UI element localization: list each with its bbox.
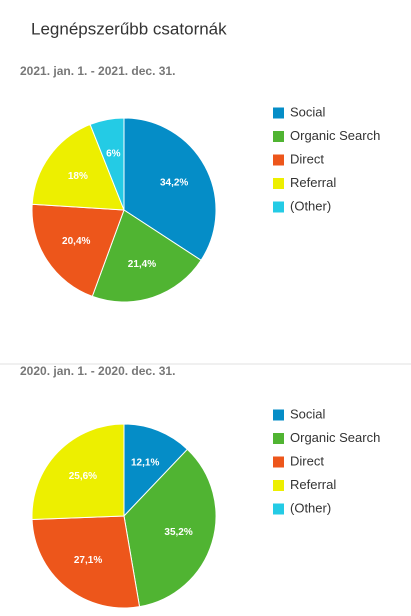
legend-swatch: [273, 433, 284, 444]
pie-slice: [31, 423, 125, 520]
legend-label: (Other): [290, 198, 331, 213]
legend-label: Organic Search: [290, 128, 380, 143]
legend-swatch: [273, 131, 284, 142]
legend-swatch: [273, 178, 284, 189]
chart-subtitle: 2021. jan. 1. - 2021. dec. 31.: [20, 64, 175, 78]
pie-slice: [123, 448, 217, 608]
legend-label: Social: [290, 406, 326, 421]
slice-label: 25,6%: [69, 471, 97, 482]
legend-swatch: [273, 201, 284, 213]
legend-swatch: [273, 480, 284, 491]
slice-label: 18%: [68, 171, 88, 182]
legend-label: Social: [290, 104, 326, 119]
legend-swatch: [273, 503, 284, 515]
legend-swatch: [273, 456, 284, 468]
panel-title: Legnépszerűbb csatornák: [31, 19, 227, 38]
pie-slice: [91, 209, 202, 303]
pie-slice: [31, 515, 141, 609]
slice-label: 20,4%: [62, 236, 90, 247]
legend-swatch: [273, 409, 284, 421]
legend-label: Referral: [290, 477, 336, 492]
legend-swatch: [273, 154, 284, 166]
pie-slice: [31, 123, 125, 211]
slice-label: 35,2%: [164, 527, 192, 538]
legend-label: Direct: [290, 151, 324, 166]
legend-label: Direct: [290, 453, 324, 468]
slice-label: 27,1%: [74, 555, 102, 566]
pie-slice: [123, 423, 189, 518]
slice-label: 21,4%: [128, 259, 156, 270]
legend-label: Referral: [290, 175, 336, 190]
pie-slice: [89, 117, 125, 211]
legend-label: Organic Search: [290, 430, 380, 445]
pie-slice: [31, 203, 125, 298]
legend-label: (Other): [290, 500, 331, 515]
chart-subtitle: 2020. jan. 1. - 2020. dec. 31.: [20, 364, 175, 378]
slice-label: 12,1%: [131, 458, 159, 469]
legend-swatch: [273, 107, 284, 119]
slice-label: 6%: [106, 149, 121, 160]
slice-label: 34,2%: [160, 177, 188, 188]
